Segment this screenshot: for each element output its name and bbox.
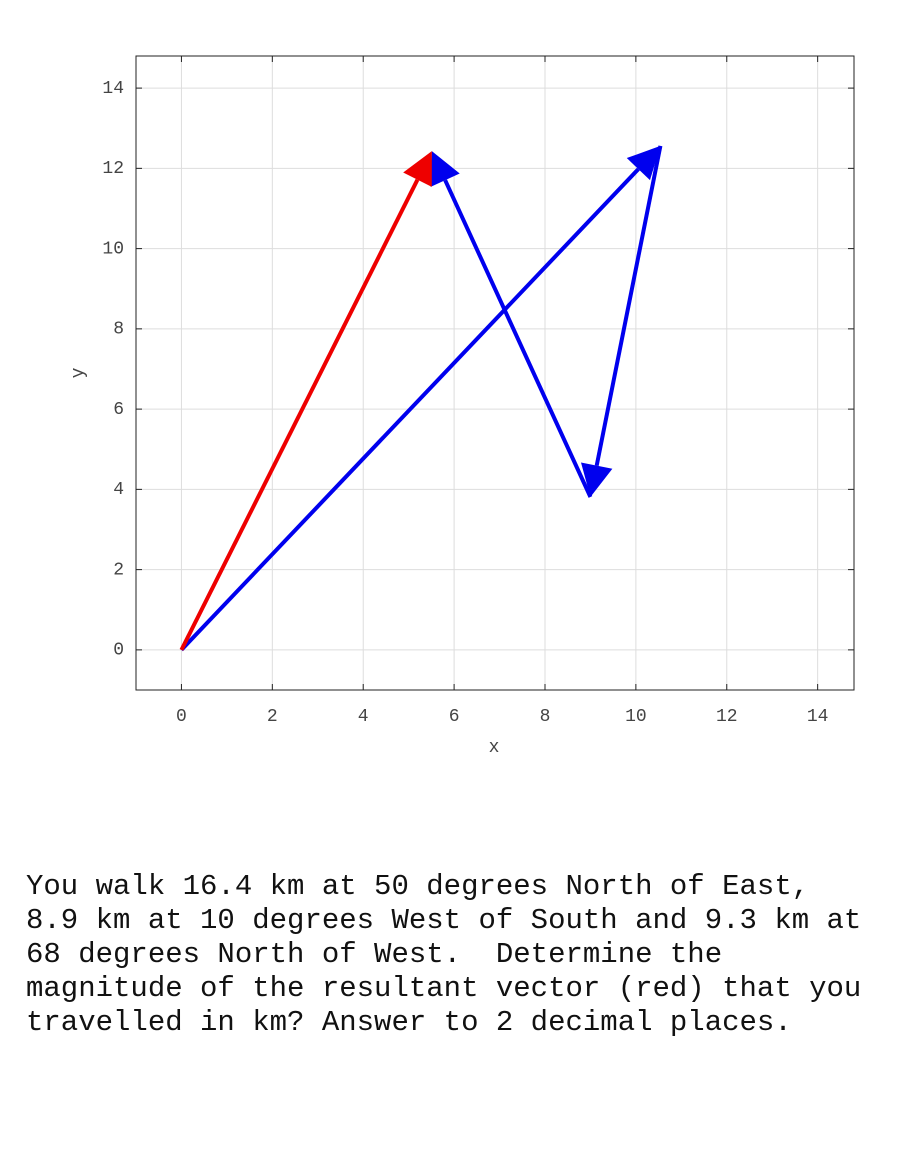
x-tick-label: 0 <box>176 707 187 727</box>
question-line: 68 degrees North of West. Determine the <box>26 938 723 971</box>
chart: x y 0 2 4 6 8 10 12 14 0 2 4 6 8 10 12 14 <box>69 55 855 758</box>
y-axis-label: y <box>69 367 89 378</box>
arrow-shaft <box>594 145 663 466</box>
y-tick-label: 12 <box>102 159 124 179</box>
arrow-shaft <box>443 179 593 498</box>
question-line: travelled in km? Answer to 2 decimal pla… <box>26 1006 792 1039</box>
arrow-head <box>403 151 432 187</box>
x-tick-label: 2 <box>267 707 278 727</box>
vector-arrow <box>179 145 661 652</box>
plot-frame <box>135 55 855 691</box>
x-tick-label: 14 <box>807 707 829 727</box>
x-tick-label: 4 <box>358 707 369 727</box>
y-tick-label: 14 <box>102 79 124 99</box>
x-tick-label: 8 <box>540 707 551 727</box>
y-tick-label: 0 <box>113 641 124 661</box>
x-tick-label: 6 <box>449 707 460 727</box>
question-line: You walk 16.4 km at 50 degrees North of … <box>26 870 810 903</box>
arrow-head <box>580 462 613 497</box>
vector-arrow <box>430 151 593 498</box>
y-tick-label: 10 <box>102 239 124 259</box>
arrow-shaft <box>179 178 420 651</box>
y-tick-label: 2 <box>113 560 124 580</box>
vector-arrow <box>179 151 432 651</box>
y-tick-label: 6 <box>113 400 124 420</box>
x-tick-label: 12 <box>716 707 738 727</box>
question: You walk 16.4 km at 50 degrees North of … <box>26 870 861 1040</box>
arrow-head <box>626 145 661 181</box>
question-line: 8.9 km at 10 degrees West of South and 9… <box>26 904 862 937</box>
y-tick-label: 4 <box>113 480 124 500</box>
arrow-shaft <box>179 167 640 652</box>
y-tick-label: 8 <box>113 320 124 340</box>
vector-arrow <box>580 145 663 497</box>
x-tick-label: 10 <box>625 707 647 727</box>
arrow-head <box>430 151 460 187</box>
x-axis-label: x <box>489 738 500 758</box>
question-line: magnitude of the resultant vector (red) … <box>26 972 862 1005</box>
